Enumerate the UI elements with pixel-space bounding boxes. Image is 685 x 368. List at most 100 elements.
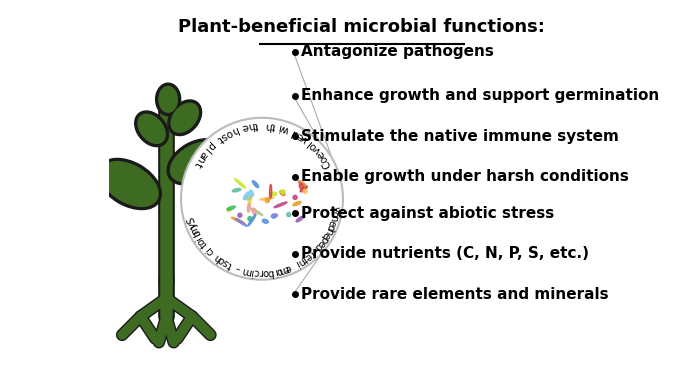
Text: e: e <box>315 149 327 160</box>
Ellipse shape <box>227 206 236 210</box>
Text: o: o <box>224 127 234 139</box>
Ellipse shape <box>247 204 251 212</box>
Text: Stimulate the native immune system: Stimulate the native immune system <box>301 129 619 144</box>
Ellipse shape <box>98 159 162 209</box>
Text: p: p <box>205 140 216 152</box>
Text: s: s <box>221 257 230 268</box>
Ellipse shape <box>252 181 259 188</box>
Text: p: p <box>318 234 329 244</box>
Text: m: m <box>188 223 201 236</box>
Ellipse shape <box>243 192 249 199</box>
Text: t: t <box>199 240 210 250</box>
Ellipse shape <box>271 214 277 217</box>
Text: c: c <box>206 246 216 257</box>
Text: l: l <box>202 146 212 155</box>
Text: Provide nutrients (C, N, P, S, etc.): Provide nutrients (C, N, P, S, etc.) <box>301 247 588 261</box>
Text: c: c <box>253 267 260 277</box>
Text: e: e <box>303 250 314 262</box>
Ellipse shape <box>248 195 251 208</box>
Text: t: t <box>254 120 259 130</box>
Ellipse shape <box>167 139 224 185</box>
Text: Provide rare elements and minerals: Provide rare elements and minerals <box>301 287 608 302</box>
Ellipse shape <box>248 217 252 221</box>
Ellipse shape <box>251 208 262 215</box>
Text: e: e <box>295 130 306 142</box>
Text: Antagonize pathogens: Antagonize pathogens <box>301 44 493 59</box>
Ellipse shape <box>293 201 301 206</box>
Ellipse shape <box>262 219 269 223</box>
Text: e: e <box>284 262 292 273</box>
Text: v: v <box>312 145 323 156</box>
Text: h: h <box>247 120 255 131</box>
Text: h: h <box>229 125 239 137</box>
Ellipse shape <box>135 111 169 146</box>
Ellipse shape <box>299 183 303 190</box>
Text: n: n <box>194 154 206 165</box>
Ellipse shape <box>171 142 221 182</box>
Text: e: e <box>326 218 338 227</box>
Ellipse shape <box>252 208 256 215</box>
Circle shape <box>181 118 343 280</box>
Ellipse shape <box>269 184 272 198</box>
Text: S: S <box>186 216 197 225</box>
Text: e: e <box>320 230 332 240</box>
Ellipse shape <box>168 100 201 135</box>
Ellipse shape <box>138 114 165 143</box>
Text: i: i <box>203 244 212 253</box>
Ellipse shape <box>271 192 277 196</box>
Text: i: i <box>249 266 253 277</box>
Text: o: o <box>262 267 269 277</box>
Text: v: v <box>299 133 310 145</box>
Text: t: t <box>271 121 276 131</box>
Ellipse shape <box>260 197 274 200</box>
Ellipse shape <box>159 86 177 112</box>
Text: t: t <box>300 254 309 264</box>
Ellipse shape <box>232 188 241 192</box>
Ellipse shape <box>296 216 303 222</box>
Ellipse shape <box>248 214 256 226</box>
Text: d: d <box>290 127 300 139</box>
Text: y: y <box>187 220 199 229</box>
Text: d: d <box>324 222 336 232</box>
Text: t: t <box>225 259 234 270</box>
Text: h: h <box>264 120 271 131</box>
Text: e: e <box>315 237 327 248</box>
Ellipse shape <box>236 219 247 226</box>
Text: s: s <box>219 130 229 141</box>
Text: m: m <box>241 265 253 277</box>
Text: t: t <box>192 160 202 168</box>
Ellipse shape <box>293 195 297 199</box>
Text: o: o <box>308 140 319 152</box>
Text: m: m <box>277 263 290 275</box>
Text: n: n <box>327 214 339 222</box>
Text: a: a <box>197 149 209 160</box>
Text: Protect against abiotic stress: Protect against abiotic stress <box>301 206 554 221</box>
Text: i: i <box>293 259 300 269</box>
Ellipse shape <box>300 186 308 192</box>
Ellipse shape <box>303 190 307 194</box>
Text: h: h <box>212 252 223 263</box>
Text: -: - <box>310 245 320 255</box>
Text: t: t <box>214 134 224 144</box>
Text: d: d <box>312 241 324 252</box>
Ellipse shape <box>274 202 287 208</box>
Text: o: o <box>216 254 227 266</box>
Ellipse shape <box>101 162 158 206</box>
Text: r: r <box>259 268 263 277</box>
Text: n: n <box>295 256 306 268</box>
Ellipse shape <box>272 214 275 218</box>
Ellipse shape <box>235 179 245 188</box>
Text: w: w <box>279 123 290 135</box>
Text: –: – <box>234 263 242 274</box>
Text: y: y <box>329 205 340 213</box>
Text: o: o <box>319 154 330 164</box>
Ellipse shape <box>155 83 181 116</box>
Ellipse shape <box>227 208 231 212</box>
Ellipse shape <box>287 213 290 217</box>
Text: C: C <box>321 159 333 170</box>
Text: n: n <box>323 226 334 236</box>
Ellipse shape <box>171 103 198 132</box>
Text: c: c <box>329 210 340 217</box>
Ellipse shape <box>281 190 285 194</box>
Text: Plant-beneficial microbial functions:: Plant-beneficial microbial functions: <box>178 18 545 36</box>
